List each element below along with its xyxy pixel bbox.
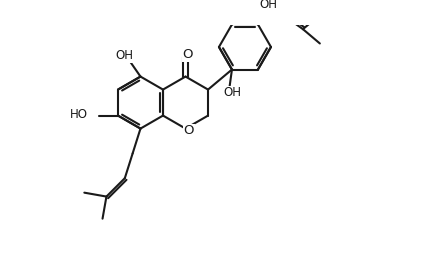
Text: O: O: [184, 124, 194, 137]
Text: OH: OH: [115, 49, 133, 62]
Text: O: O: [182, 49, 193, 61]
Text: HO: HO: [69, 108, 87, 121]
Text: OH: OH: [223, 87, 241, 99]
Text: OH: OH: [260, 0, 277, 11]
